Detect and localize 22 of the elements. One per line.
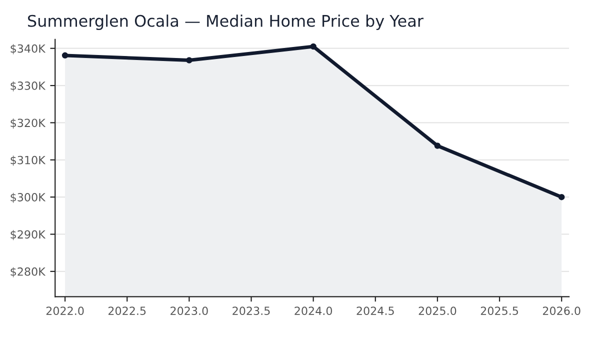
x-tick-label: 2024.0 xyxy=(294,306,332,316)
y-tick-label: $280K xyxy=(10,267,46,278)
x-tick-label: 2024.5 xyxy=(356,306,394,316)
y-tick-label: $310K xyxy=(10,156,46,166)
point xyxy=(558,194,565,200)
point xyxy=(310,43,316,50)
x-tick-label: 2023.0 xyxy=(170,306,208,316)
point xyxy=(186,57,192,64)
y-tick-label: $290K xyxy=(10,230,46,240)
x-tick-label: 2023.5 xyxy=(232,306,270,316)
x-tick-label: 2026.0 xyxy=(542,306,580,316)
x-tick-label: 2025.5 xyxy=(480,306,518,316)
x-tick-label: 2022.5 xyxy=(108,306,146,316)
point xyxy=(434,142,441,149)
x-tick-label: 2025.0 xyxy=(418,306,456,316)
chart-title: Summerglen Ocala — Median Home Price by Year xyxy=(28,14,424,30)
y-tick-label: $300K xyxy=(10,192,46,203)
y-tick-label: $330K xyxy=(10,81,46,92)
point xyxy=(62,52,68,59)
y-tick-label: $340K xyxy=(10,44,46,54)
y-tick-label: $320K xyxy=(10,118,46,129)
x-tick-label: 2022.0 xyxy=(46,306,84,316)
